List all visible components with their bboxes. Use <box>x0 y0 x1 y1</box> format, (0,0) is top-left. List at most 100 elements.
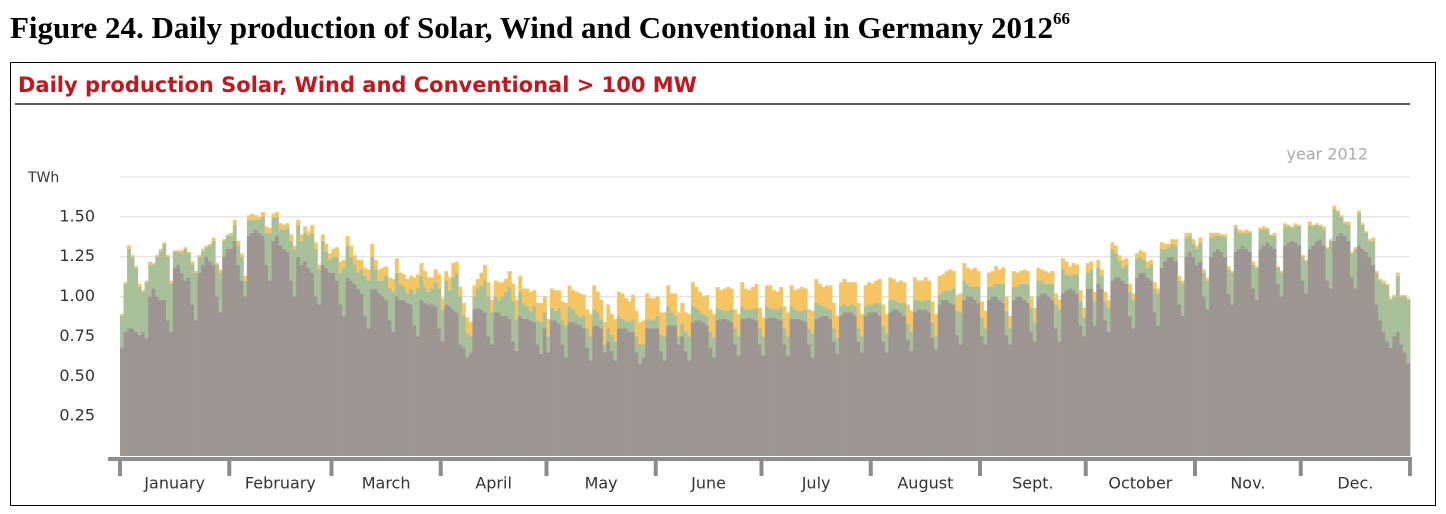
bar-segment <box>1402 296 1407 353</box>
bar-segment <box>1325 248 1330 281</box>
bar-segment <box>1050 299 1055 456</box>
bar-segment <box>246 235 251 456</box>
bar-segment <box>391 291 396 332</box>
bar-segment <box>366 269 371 281</box>
bar-segment <box>1293 242 1298 456</box>
bar-segment <box>1138 250 1143 257</box>
bar-segment <box>997 269 1002 284</box>
bar-segment <box>324 251 329 268</box>
bar-segment <box>532 290 537 307</box>
bar-segment <box>243 296 248 456</box>
bar-segment <box>1283 245 1288 456</box>
x-tick-mark <box>978 460 982 476</box>
bar-segment <box>137 334 142 456</box>
bar-segment <box>550 288 554 308</box>
bar-segment <box>1166 247 1171 257</box>
bar-segment <box>898 280 903 303</box>
bar-segment <box>317 304 322 456</box>
bar-segment <box>306 231 311 236</box>
bar-segment <box>1205 280 1210 310</box>
x-tick-label: August <box>897 474 953 493</box>
bar-segment <box>983 328 988 345</box>
bar-segment <box>944 271 949 291</box>
bar-segment <box>123 283 128 332</box>
caption-superscript: 66 <box>1053 9 1070 28</box>
x-tick-mark <box>653 460 658 476</box>
bar-segment <box>951 288 956 305</box>
bar-segment <box>557 290 561 308</box>
bar-segment <box>1202 296 1206 456</box>
bar-segment <box>1360 223 1365 225</box>
bar-segment <box>775 291 780 310</box>
bar-segment <box>1325 280 1330 456</box>
bar-segment <box>842 279 847 305</box>
bar-segment <box>631 318 635 332</box>
bar-segment <box>310 232 315 273</box>
bar-segment <box>447 277 452 291</box>
bar-segment <box>144 280 149 283</box>
bar-segment <box>1187 251 1192 456</box>
bar-segment <box>275 216 280 236</box>
bar-segment <box>377 269 382 281</box>
bar-segment <box>285 251 290 456</box>
bar-segment <box>461 315 466 348</box>
bar-segment <box>165 320 170 456</box>
bar-segment <box>779 320 784 456</box>
bar-segment <box>468 336 473 353</box>
bar-segment <box>1113 245 1118 254</box>
bar-segment <box>1142 272 1147 456</box>
bar-segment <box>782 306 787 329</box>
bar-segment <box>1265 242 1270 456</box>
bar-segment <box>581 294 586 316</box>
bar-segment <box>264 264 269 456</box>
bar-segment <box>430 277 435 289</box>
bar-segment <box>222 239 227 241</box>
bar-segment <box>884 352 889 456</box>
bar-segment <box>1110 280 1115 456</box>
bar-segment <box>465 357 470 456</box>
bar-segment <box>384 299 389 456</box>
bar-segment <box>1131 328 1136 456</box>
bar-segment <box>631 331 635 456</box>
bar-segment <box>765 318 769 456</box>
bar-segment <box>743 288 748 310</box>
bar-segment <box>1276 266 1280 268</box>
bar-segment <box>1071 263 1076 275</box>
bar-segment <box>194 320 198 456</box>
bar-segment <box>1321 245 1326 456</box>
bar-segment <box>969 296 974 456</box>
bar-segment <box>1261 245 1266 456</box>
bar-segment <box>440 341 445 456</box>
bar-segment <box>1367 240 1372 257</box>
bar-segment <box>504 291 509 316</box>
bar-segment <box>1075 264 1080 275</box>
bar-segment <box>423 302 428 456</box>
bar-segment <box>401 287 406 300</box>
bar-segment <box>1092 325 1097 456</box>
bar-segment <box>511 283 516 302</box>
bar-segment <box>1149 280 1154 456</box>
bar-segment <box>972 267 977 288</box>
bar-segment <box>1244 232 1249 249</box>
bar-segment <box>292 296 297 456</box>
bar-segment <box>535 320 540 345</box>
bar-segment <box>1124 264 1129 284</box>
bar-segment <box>634 310 639 337</box>
bar-segment <box>373 288 378 456</box>
bar-segment <box>271 213 276 217</box>
bar-segment <box>1110 248 1115 281</box>
bar-segment <box>860 336 865 353</box>
bar-segment <box>934 349 939 456</box>
bar-segment <box>779 287 784 308</box>
bar-segment <box>1128 291 1132 316</box>
bar-segment <box>327 272 332 456</box>
bar-segment <box>162 243 167 300</box>
bar-segment <box>588 360 593 456</box>
bar-segment <box>1212 232 1217 236</box>
bar-segment <box>236 264 241 456</box>
bar-segment <box>521 302 526 319</box>
bar-segment <box>909 310 914 332</box>
bar-segment <box>1381 283 1386 332</box>
bar-segment <box>500 282 505 297</box>
bar-segment <box>472 309 477 456</box>
